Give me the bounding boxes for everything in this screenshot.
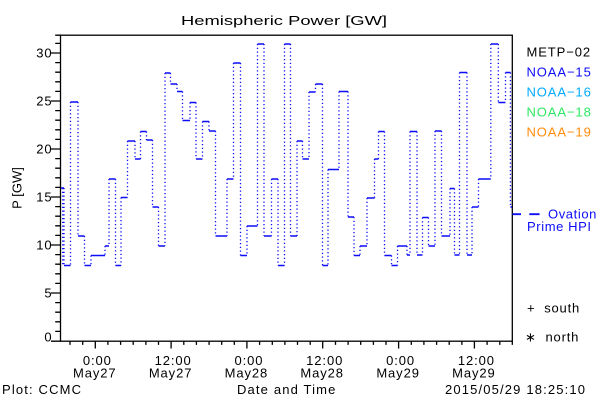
svg-text:May27: May27: [149, 366, 193, 381]
svg-text:NOAA−19: NOAA−19: [527, 125, 592, 140]
svg-text:NOAA−18: NOAA−18: [527, 105, 592, 120]
svg-text:NOAA−16: NOAA−16: [527, 85, 592, 100]
svg-text:Plot: CCMC: Plot: CCMC: [2, 382, 82, 397]
svg-text:May29: May29: [376, 366, 420, 381]
svg-text:2015/05/29 18:25:10: 2015/05/29 18:25:10: [445, 382, 586, 397]
svg-text:∗ north: ∗ north: [525, 330, 579, 345]
svg-text:METP−02: METP−02: [527, 45, 591, 60]
svg-text:12:00: 12:00: [155, 353, 192, 368]
svg-text:20: 20: [36, 142, 52, 157]
svg-text:P [GW]: P [GW]: [10, 167, 25, 209]
svg-text:Date and Time: Date and Time: [237, 382, 337, 397]
svg-text:0: 0: [44, 330, 52, 345]
svg-text:0:00: 0:00: [386, 353, 415, 368]
svg-text:0:00: 0:00: [234, 353, 263, 368]
svg-text:25: 25: [36, 94, 52, 109]
svg-text:10: 10: [36, 238, 52, 253]
svg-text:May28: May28: [300, 366, 344, 381]
svg-text:Hemispheric Power [GW]: Hemispheric Power [GW]: [181, 13, 387, 28]
svg-text:0:00: 0:00: [83, 353, 112, 368]
svg-text:May28: May28: [225, 366, 269, 381]
svg-text:Prime HPI: Prime HPI: [527, 219, 592, 234]
svg-text:12:00: 12:00: [458, 353, 495, 368]
svg-text:12:00: 12:00: [306, 353, 343, 368]
svg-text:30: 30: [36, 46, 52, 61]
svg-text:May29: May29: [452, 366, 496, 381]
svg-text:5: 5: [44, 286, 52, 301]
svg-text:May27: May27: [73, 366, 117, 381]
svg-text:NOAA−15: NOAA−15: [527, 65, 592, 80]
svg-text:+ south: + south: [527, 301, 580, 316]
svg-text:Ovation: Ovation: [548, 207, 597, 222]
svg-text:15: 15: [36, 190, 52, 205]
